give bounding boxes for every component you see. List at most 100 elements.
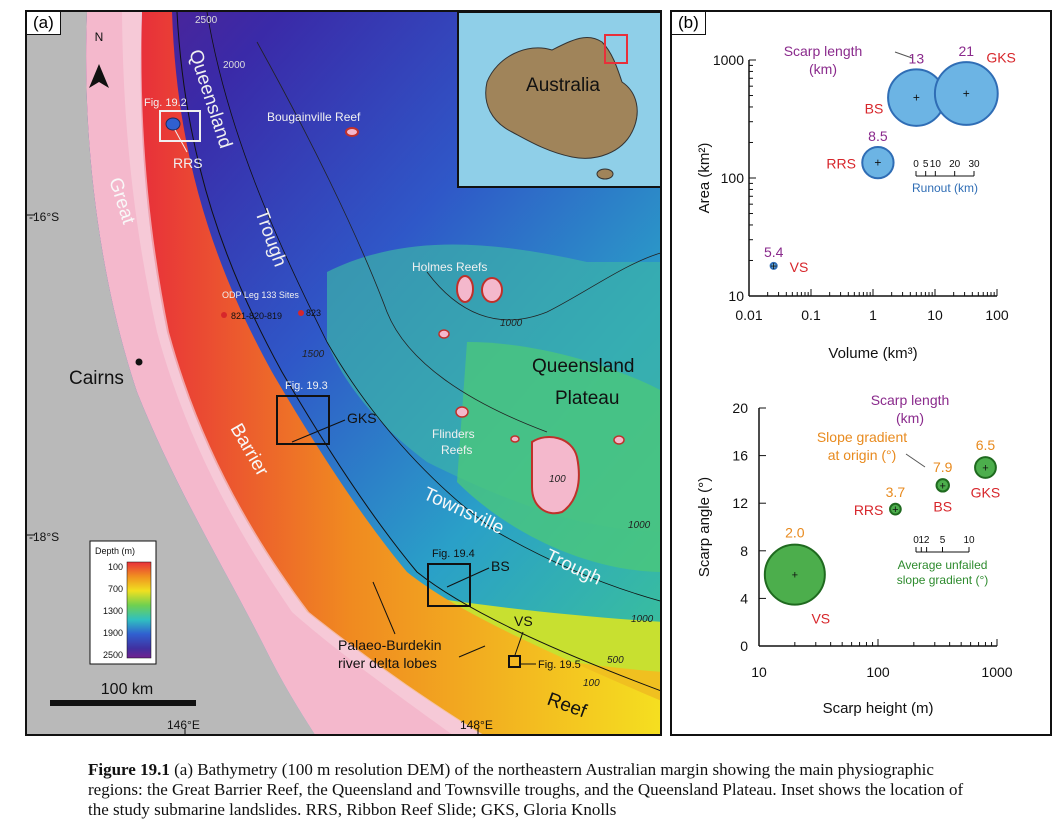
bubble-center-mark: + — [982, 463, 988, 475]
bubble-center-mark: + — [892, 504, 898, 516]
bathymetry-map-panel: (a) — [25, 10, 662, 736]
point-label-vs: VS — [790, 259, 809, 275]
gradient-legend-title: slope gradient (°) — [897, 573, 989, 587]
gradient-legend-tick-label: 2 — [924, 535, 930, 546]
x-axis-label: Scarp height (m) — [823, 700, 934, 717]
contour-line — [256, 41, 548, 433]
scarp-length-title: Scarp length — [871, 392, 950, 408]
y-tick-label: 10 — [728, 288, 744, 304]
slope-title-pointer — [905, 453, 926, 468]
y-tick-label: 16 — [732, 448, 748, 464]
scale-bar — [50, 700, 196, 706]
slope-gradient-value: 7.9 — [933, 459, 953, 475]
contour-label: 1500 — [302, 349, 325, 360]
fig-19-2-box — [159, 110, 201, 142]
vs-pointer — [514, 631, 524, 656]
region-queensland-plateau-1: Queensland — [532, 356, 634, 377]
fig-19-3-box — [276, 395, 330, 445]
lat-label: -18°S — [29, 530, 59, 544]
point-label-rrs: RRS — [826, 156, 856, 172]
depth-legend-tick: 1300 — [103, 606, 123, 616]
fig-19-4-label: Fig. 19.4 — [432, 548, 475, 560]
cairns-marker — [135, 358, 143, 366]
caption-text: (a) Bathymetry (100 m resolution DEM) of… — [88, 760, 964, 819]
lon-label: 148°E — [460, 718, 493, 732]
x-tick-label: 100 — [985, 307, 1009, 323]
bubble-size-title: (km) — [809, 61, 837, 77]
holmes-reef-shape — [456, 275, 474, 303]
y-tick-label: 1000 — [713, 52, 744, 68]
bubble-size-title: Scarp length — [784, 43, 863, 59]
scarp-length-value: 13 — [909, 50, 925, 66]
x-tick-label: 10 — [751, 664, 767, 680]
place-odp-sites: 821-820-819 — [231, 311, 282, 321]
slide-rrs: RRS — [173, 155, 203, 171]
figure-caption: Figure 19.1 (a) Bathymetry (100 m resolu… — [88, 760, 988, 820]
runout-legend-tick-label: 20 — [949, 159, 961, 170]
place-odp: ODP Leg 133 Sites — [222, 290, 299, 300]
bubble-vs — [763, 543, 826, 606]
y-tick-label: 4 — [740, 590, 748, 606]
contour-line — [206, 12, 660, 602]
scarp-length-title: (km) — [896, 410, 924, 426]
y-tick-label: 0 — [740, 638, 748, 654]
gradient-legend-title: Average unfailed — [898, 558, 988, 572]
slope-gradient-value: 6.5 — [976, 437, 996, 453]
flinders-reef-shape — [531, 436, 580, 515]
contour-label: 100 — [549, 474, 566, 485]
lon-label: 146°E — [167, 718, 200, 732]
slope-gradient-title: at origin (°) — [828, 447, 897, 463]
point-label-gks: GKS — [971, 485, 1001, 501]
fig-19-3-label: Fig. 19.3 — [285, 380, 328, 392]
flinders-reef-shape — [455, 406, 469, 418]
x-tick-label: 0.1 — [801, 307, 821, 323]
point-label-bs: BS — [933, 498, 952, 514]
fig-19-5-label: Fig. 19.5 — [538, 659, 581, 671]
panel-label-b: (b) — [672, 12, 706, 35]
scarp-length-value: 21 — [959, 43, 975, 59]
palaeo-pointer — [372, 581, 396, 635]
charts-panel: (b) 0.01 0.1 1 10 100 10 100 1000 Volume (km³) Ar… — [670, 10, 1052, 736]
holmes-reef-shape — [481, 277, 503, 303]
bs-pointer — [446, 567, 490, 588]
fig-19-5-box — [508, 655, 521, 668]
depth-legend-title: Depth (m) — [95, 546, 135, 556]
north-arrow-icon — [89, 64, 109, 88]
reef-shape — [438, 329, 450, 339]
bougainville-reef-shape — [345, 127, 359, 137]
gradient-legend-tick-label: 10 — [963, 535, 975, 546]
contour-label: 2500 — [195, 15, 218, 26]
y-tick-label: 100 — [721, 170, 745, 186]
place-flinders-2: Reefs — [441, 443, 472, 457]
bubble-center-mark: + — [770, 259, 777, 273]
point-label-gks: GKS — [986, 50, 1016, 66]
contour-label: 100 — [583, 678, 600, 689]
gks-pointer — [291, 419, 346, 443]
x-tick-label: 10 — [927, 307, 943, 323]
figure-number: Figure 19.1 — [88, 760, 170, 779]
bubble-center-mark: + — [940, 480, 946, 492]
odp-site-marker — [298, 310, 304, 316]
bubble-vs — [769, 261, 778, 270]
contour-label: 1000 — [631, 614, 654, 625]
depth-colorbar — [126, 561, 152, 659]
fig-19-2-label: Fig. 19.2 — [144, 97, 187, 109]
runout-legend-tick-label: 5 — [923, 159, 929, 170]
panel-label-a: (a) — [27, 12, 61, 35]
scarp-length-value: 5.4 — [764, 244, 784, 260]
contour-label: 1000 — [500, 318, 523, 329]
bathymetry-map: Australia N 2500 2000 1500 1000 1000 100… — [27, 12, 660, 734]
y-tick-label: 12 — [732, 495, 748, 511]
contour-label: 1000 — [628, 520, 651, 531]
runout-legend-tick-label: 30 — [968, 159, 980, 170]
runout-legend-tick-label: 10 — [930, 159, 942, 170]
x-tick-label: 1000 — [981, 664, 1012, 680]
runout-legend-tick-label: 0 — [913, 159, 919, 170]
contour-label: 2000 — [223, 60, 246, 71]
place-palaeo-2: river delta lobes — [338, 655, 437, 671]
x-tick-label: 100 — [866, 664, 890, 680]
rrs-pointer — [174, 129, 188, 153]
bubble-center-mark: + — [874, 156, 881, 170]
shelf-edge — [140, 12, 660, 734]
